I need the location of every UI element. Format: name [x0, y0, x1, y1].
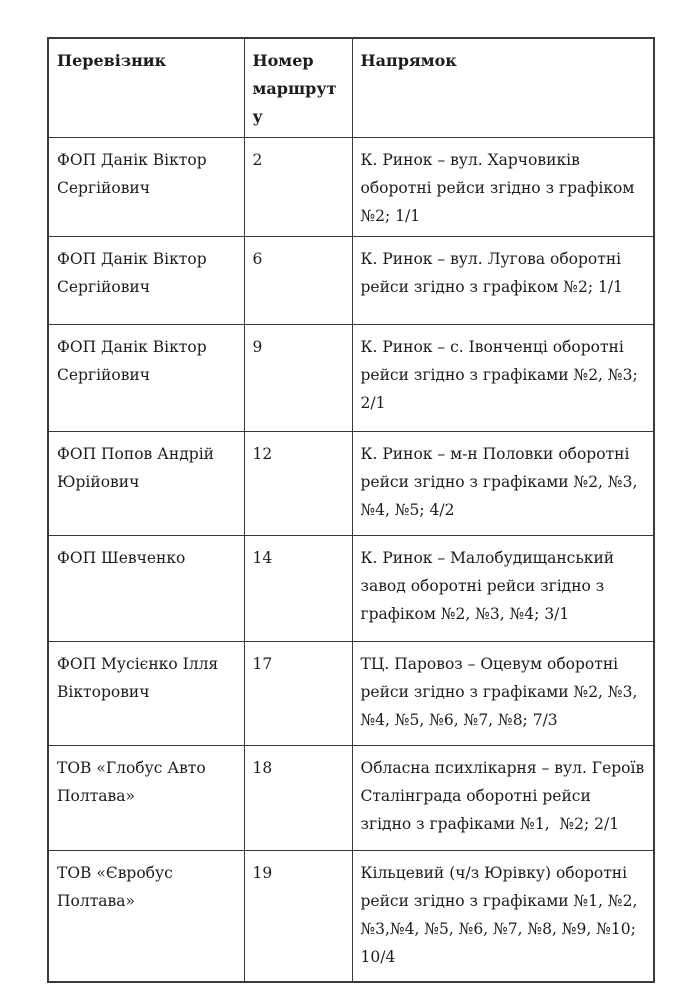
route-number-cell: 18	[243, 745, 353, 851]
direction-cell: Обласна психлікарня – вул. Героїв Сталін…	[351, 745, 655, 851]
carrier-cell: ТОВ «Євробус Полтава»	[47, 850, 245, 982]
carrier-cell: ФОП Данік Віктор Сергійович	[47, 324, 245, 432]
carrier-cell: ФОП Данік Віктор Сергійович	[47, 236, 245, 325]
table-row: ФОП Попов Андрій Юрійович 12 К. Ринок – …	[47, 431, 655, 536]
table-row: ТОВ «Глобус Авто Полтава» 18 Обласна пси…	[47, 745, 655, 851]
direction-cell: ТЦ. Паровоз – Оцевум оборотні рейси згід…	[351, 641, 655, 746]
direction-cell: К. Ринок – с. Івонченці оборотні рейси з…	[351, 324, 655, 432]
direction-cell: К. Ринок – вул. Лугова оборотні рейси зг…	[351, 236, 655, 325]
table-header-row: Перевізник Номер маршруту Напрямок	[47, 37, 655, 138]
route-number-cell: 19	[243, 850, 353, 982]
carrier-cell: ФОП Мусієнко Ілля Вікторович	[47, 641, 245, 746]
direction-cell: К. Ринок – м-н Половки оборотні рейси зг…	[351, 431, 655, 536]
table-row: ТОВ «Євробус Полтава» 19 Кільцевий (ч/з …	[47, 850, 655, 982]
carrier-cell: ФОП Данік Віктор Сергійович	[47, 137, 245, 237]
table-row: ФОП Мусієнко Ілля Вікторович 17 ТЦ. Паро…	[47, 641, 655, 746]
route-number-cell: 6	[243, 236, 353, 325]
header-carrier: Перевізник	[47, 37, 245, 138]
bus-routes-table: Перевізник Номер маршруту Напрямок ФОП Д…	[47, 37, 655, 983]
route-number-cell: 2	[243, 137, 353, 237]
route-number-cell: 17	[243, 641, 353, 746]
route-number-cell: 14	[243, 535, 353, 642]
table-row: ФОП Данік Віктор Сергійович 2 К. Ринок –…	[47, 137, 655, 237]
direction-cell: К. Ринок – Малобудищанський завод оборот…	[351, 535, 655, 642]
table-row: ФОП Шевченко 14 К. Ринок – Малобудищансь…	[47, 535, 655, 642]
carrier-cell: ФОП Попов Андрій Юрійович	[47, 431, 245, 536]
table-row: ФОП Данік Віктор Сергійович 6 К. Ринок –…	[47, 236, 655, 325]
header-direction: Напрямок	[351, 37, 655, 138]
route-number-cell: 9	[243, 324, 353, 432]
carrier-cell: ФОП Шевченко	[47, 535, 245, 642]
route-number-cell: 12	[243, 431, 353, 536]
header-route-number: Номер маршруту	[243, 37, 353, 138]
carrier-cell: ТОВ «Глобус Авто Полтава»	[47, 745, 245, 851]
direction-cell: Кільцевий (ч/з Юрівку) оборотні рейси зг…	[351, 850, 655, 982]
table-row: ФОП Данік Віктор Сергійович 9 К. Ринок –…	[47, 324, 655, 432]
direction-cell: К. Ринок – вул. Харчовиків оборотні рейс…	[351, 137, 655, 237]
